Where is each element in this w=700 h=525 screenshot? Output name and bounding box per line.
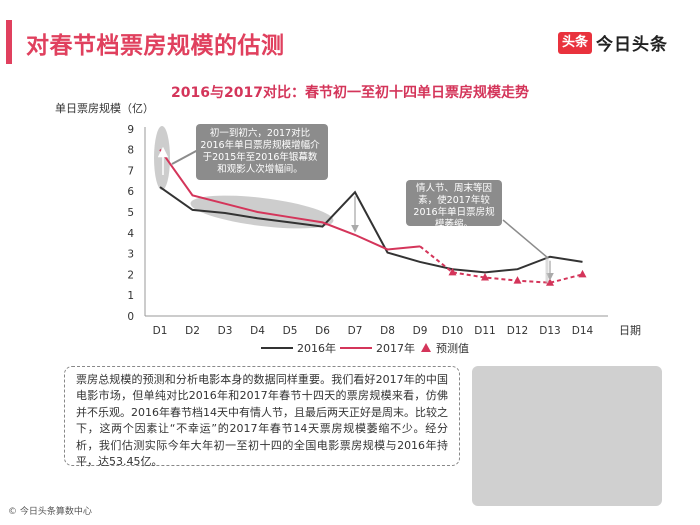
y-tick-label: 6 <box>127 186 134 198</box>
x-tick-label: D12 <box>507 325 528 337</box>
y-tick-label: 4 <box>127 228 134 240</box>
y-tick-label: 1 <box>127 290 134 302</box>
highlight-ellipse-d1 <box>154 126 170 190</box>
callout-opening-days: 初一到初六，2017对比2016年单日票房规模增幅介于2015年至2016年银幕… <box>200 128 320 175</box>
footer-copyright: © 今日头条算数中心 <box>8 507 92 517</box>
x-tick-label: D7 <box>348 325 363 337</box>
description-text: 票房总规模的预测和分析电影本身的数据同样重要。我们看好2017年的中国电影市场，… <box>76 373 448 469</box>
y-tick-label: 2 <box>127 269 134 281</box>
x-tick-label: D10 <box>442 325 463 337</box>
x-tick-label: D13 <box>539 325 560 337</box>
x-tick-label: D14 <box>572 325 594 337</box>
callout-box-opening <box>196 124 328 180</box>
y-tick-label: 5 <box>127 207 134 219</box>
legend-2016-label: 2016年 <box>297 341 336 355</box>
toutiao-logo: 头条 今日头条 <box>558 30 668 55</box>
callout-valentine-weekend: 情人节、周末等因素，使2017年较2016年单日票房规模萎缩。 <box>413 183 495 230</box>
x-tick-label: D11 <box>474 325 495 337</box>
y-tick-label: 7 <box>127 165 134 177</box>
page-title: 对春节档票房规模的估测 <box>26 33 285 59</box>
x-tick-label: D4 <box>250 325 265 337</box>
y-tick-label: 0 <box>127 311 134 323</box>
predicted-marker <box>481 273 489 281</box>
legend-predicted-label: 预测值 <box>436 342 469 355</box>
x-tick-label: D1 <box>153 325 168 337</box>
logo-mark: 头条 <box>558 31 593 54</box>
series-2017-line <box>159 149 421 251</box>
callout-leader-opening <box>171 149 199 165</box>
y-tick-label: 3 <box>127 249 134 261</box>
inset-panel <box>472 366 662 506</box>
x-tick-label: D8 <box>380 325 395 337</box>
predicted-marker <box>546 278 554 286</box>
callout-box-valentine <box>406 180 502 226</box>
predicted-marker <box>513 276 522 284</box>
x-tick-label: D5 <box>283 325 298 337</box>
chart-title: 2016与2017对比：春节初一至初十四单日票房规模走势 <box>171 85 529 101</box>
series-2016-line <box>159 186 583 274</box>
y-tick-label: 9 <box>127 124 134 136</box>
y-axis-title: 单日票房规模（亿） <box>55 101 154 115</box>
legend-predicted-marker <box>421 343 431 352</box>
callout-leader-valentine <box>502 219 549 259</box>
x-tick-label: D3 <box>218 325 233 337</box>
predicted-marker <box>448 267 457 276</box>
x-tick-label: D9 <box>413 325 428 337</box>
series-predicted-line <box>419 245 583 284</box>
title-accent-bar <box>6 20 12 64</box>
x-tick-label: D6 <box>315 325 330 337</box>
y-tick-label: 8 <box>127 145 134 157</box>
x-tick-label: D2 <box>185 325 200 337</box>
x-axis-title: 日期 <box>619 324 641 337</box>
description-box <box>64 366 460 466</box>
predicted-marker <box>578 269 587 278</box>
legend-2017-label: 2017年 <box>376 341 415 355</box>
logo-text: 今日头条 <box>596 35 669 55</box>
